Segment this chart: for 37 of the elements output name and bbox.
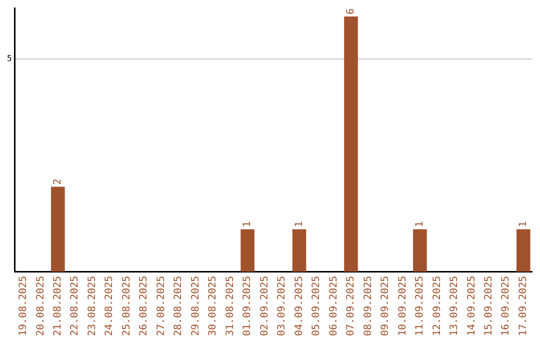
x-tick-label: 15.09.2025 — [483, 276, 494, 336]
data-label: 2 — [52, 178, 64, 185]
x-tick-label: 17.09.2025 — [518, 276, 529, 336]
x-tick-label: 09.09.2025 — [380, 276, 392, 336]
x-tick-label: 04.09.2025 — [294, 276, 305, 336]
x-tick-label: 07.09.2025 — [346, 276, 357, 336]
y-tick-label: 5 — [6, 54, 12, 64]
x-tick-label: 08.09.2025 — [362, 276, 374, 336]
x-tick-label: 28.08.2025 — [173, 276, 184, 336]
x-tick-label: 02.09.2025 — [259, 276, 270, 336]
x-tick-label: 24.08.2025 — [104, 276, 116, 336]
data-label: 1 — [518, 221, 529, 228]
x-tick-label: 12.09.2025 — [432, 276, 443, 336]
x-tick-label: 26.08.2025 — [138, 276, 150, 336]
data-label: 6 — [346, 8, 357, 15]
x-tick-label: 31.08.2025 — [224, 276, 236, 336]
x-tick-label: 30.08.2025 — [208, 276, 219, 336]
x-tick-label: 14.09.2025 — [466, 276, 478, 336]
data-label: 1 — [294, 221, 305, 228]
x-tick-label: 23.08.2025 — [86, 276, 98, 336]
x-tick-label: 29.08.2025 — [190, 276, 202, 336]
x-tick-label: 13.09.2025 — [449, 276, 460, 336]
x-tick-label: 22.08.2025 — [70, 276, 81, 336]
x-tick-label: 11.09.2025 — [414, 276, 426, 336]
x-tick-label: 20.08.2025 — [35, 276, 46, 336]
x-tick-label: 19.08.2025 — [18, 276, 30, 336]
data-label: 1 — [414, 221, 426, 228]
x-tick-label: 10.09.2025 — [397, 276, 408, 336]
x-tick-label: 06.09.2025 — [328, 276, 340, 336]
x-tick-label: 27.08.2025 — [156, 276, 167, 336]
x-tick-label: 21.08.2025 — [52, 276, 64, 336]
x-tick-label: 25.08.2025 — [121, 276, 132, 336]
data-label: 1 — [242, 221, 254, 228]
x-tick-label: 16.09.2025 — [500, 276, 512, 336]
x-tick-label: 05.09.2025 — [311, 276, 322, 336]
x-tick-label: 01.09.2025 — [242, 276, 254, 336]
x-tick-label: 03.09.2025 — [276, 276, 288, 336]
